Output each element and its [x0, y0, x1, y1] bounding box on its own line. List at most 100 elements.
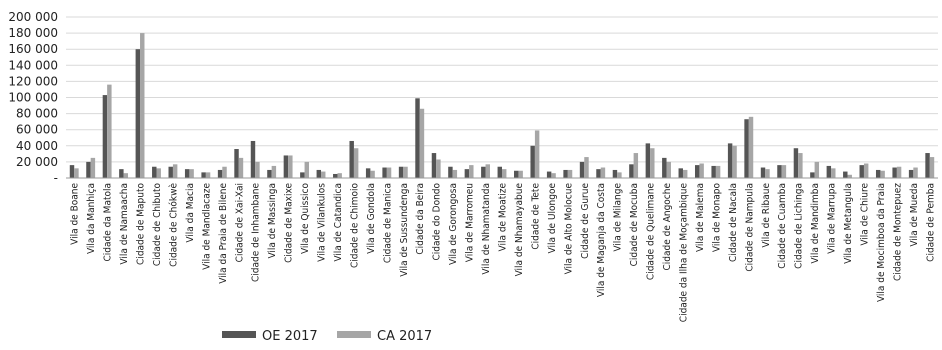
- bar-oe: [300, 172, 305, 178]
- x-category-label: Cidade de Quelimane: [646, 183, 657, 281]
- legend-swatch: [222, 331, 256, 338]
- bar-oe: [217, 169, 223, 178]
- x-category-label: Vila de Gorongosa: [448, 183, 459, 265]
- y-tick-label: 120 000: [8, 74, 58, 88]
- x-category-label: Vila de Maganja da Costa: [596, 183, 607, 297]
- bar-ca: [781, 165, 787, 178]
- bar-oe: [579, 161, 585, 178]
- x-category-label: Cidade da Ilha de Moçambique: [678, 183, 689, 323]
- x-category-label: Vila de Malema: [695, 183, 706, 252]
- gridlines: [66, 16, 938, 163]
- bar-ca: [436, 159, 441, 178]
- x-category-label: Cidade de Chibuto: [152, 183, 163, 267]
- bar-oe: [349, 140, 354, 178]
- y-tick-label: 180 000: [8, 26, 58, 40]
- bar-ca: [798, 153, 803, 178]
- x-category-label: Vila de Monapo: [711, 183, 722, 253]
- bar-ca: [321, 171, 326, 178]
- x-category-label: Vila de Mandimba: [810, 183, 821, 264]
- x-category-label: Vila de Chiure: [859, 183, 870, 246]
- bar-ca: [172, 164, 178, 178]
- bar-oe: [481, 166, 486, 178]
- bar-ca: [304, 161, 310, 178]
- bar-ca: [748, 116, 754, 178]
- bar-oe: [86, 161, 91, 178]
- x-category-label: Cidade de Maxixe: [284, 183, 295, 263]
- x-category-label: Cidade de Manica: [382, 183, 393, 263]
- bar-oe: [514, 170, 519, 178]
- bar-ca: [567, 169, 573, 178]
- x-category-label: Cidade de Cuamba: [777, 183, 788, 269]
- bar-oe: [119, 169, 124, 178]
- bar-oe: [234, 149, 239, 178]
- bar-ca: [337, 173, 342, 178]
- x-category-label: Vila de Marromeu: [465, 183, 476, 262]
- bar-ca: [831, 168, 836, 178]
- x-category-label: Cidade de Maputo: [136, 183, 147, 265]
- bar-ca: [485, 164, 490, 178]
- y-tick-label: 140 000: [8, 58, 58, 72]
- bar-ca: [551, 173, 556, 178]
- x-category-label: Cidade da Matola: [103, 183, 114, 262]
- bar-oe: [711, 165, 716, 178]
- bar-oe: [810, 172, 815, 178]
- bar-oe: [596, 169, 601, 178]
- bar-ca: [600, 167, 606, 178]
- x-category-label: Cidade do Dondo: [432, 183, 443, 261]
- bar-oe: [184, 169, 190, 178]
- bar-oe: [777, 165, 782, 178]
- x-category-label: Cidade de Chókwè: [167, 183, 179, 267]
- bar-ca: [238, 157, 244, 179]
- bar-oe: [464, 169, 470, 178]
- legend: OE 2017 CA 2017: [222, 329, 432, 344]
- bar-ca: [814, 161, 820, 178]
- x-category-label: Vila de Nhamatanda: [481, 183, 492, 275]
- bar-ca: [765, 169, 770, 178]
- legend-label: OE 2017: [262, 329, 318, 344]
- bar-oe: [135, 49, 141, 179]
- x-category-label: Vila de Gondola: [366, 183, 377, 254]
- bar-oe: [448, 166, 453, 178]
- x-category-label: Vila de Quissico: [300, 183, 311, 255]
- x-category-label: Vila de Vilankulos: [317, 183, 328, 262]
- bar-ca: [699, 163, 704, 178]
- x-category-label: Vila de Mocimboa da Praia: [876, 183, 887, 302]
- bar-oe: [744, 119, 749, 178]
- bar-oe: [152, 166, 157, 178]
- y-tick-label: 160 000: [8, 42, 58, 56]
- bars: [69, 33, 935, 179]
- bar-ca: [584, 157, 589, 178]
- bar-ca: [353, 148, 359, 178]
- x-category-label: Vila de Metangula: [843, 183, 854, 264]
- bar-ca: [633, 153, 639, 178]
- x-category-label: Vila de Catandica: [333, 183, 344, 262]
- bar-ca: [715, 165, 721, 178]
- x-category-label: Vila de Ribaue: [761, 183, 772, 248]
- bar-oe: [563, 169, 568, 178]
- x-category-label: Vila de Massinga: [267, 183, 278, 259]
- y-tick-label: 200 000: [8, 10, 58, 24]
- bar-ca: [518, 170, 523, 178]
- x-axis-labels: Vila de Boane Vila da Manhiça Cidade da Ma…: [70, 183, 937, 323]
- bar-oe: [629, 164, 634, 178]
- bar-oe: [612, 169, 618, 178]
- x-category-label: Cidade de Pemba: [925, 183, 936, 262]
- y-tick-label: 80 000: [16, 107, 58, 121]
- bar-ca: [386, 167, 392, 178]
- bar-ca: [469, 165, 474, 178]
- bar-oe: [793, 148, 799, 178]
- bar-ca: [140, 33, 145, 178]
- bar-ca: [617, 172, 622, 178]
- x-category-label: Cidade de Angoche: [662, 183, 673, 271]
- bar-ca: [502, 169, 507, 178]
- bar-ca: [682, 169, 688, 178]
- bar-oe: [925, 153, 930, 178]
- bar-oe: [333, 173, 338, 178]
- y-tick-label: 60 000: [16, 123, 58, 137]
- y-tick-label: 20 000: [16, 155, 58, 169]
- x-category-label: Vila de Mueda: [909, 183, 920, 247]
- bar-oe: [201, 172, 206, 178]
- bar-oe: [382, 167, 387, 178]
- bar-ca: [913, 167, 918, 178]
- bar-ca: [74, 168, 79, 178]
